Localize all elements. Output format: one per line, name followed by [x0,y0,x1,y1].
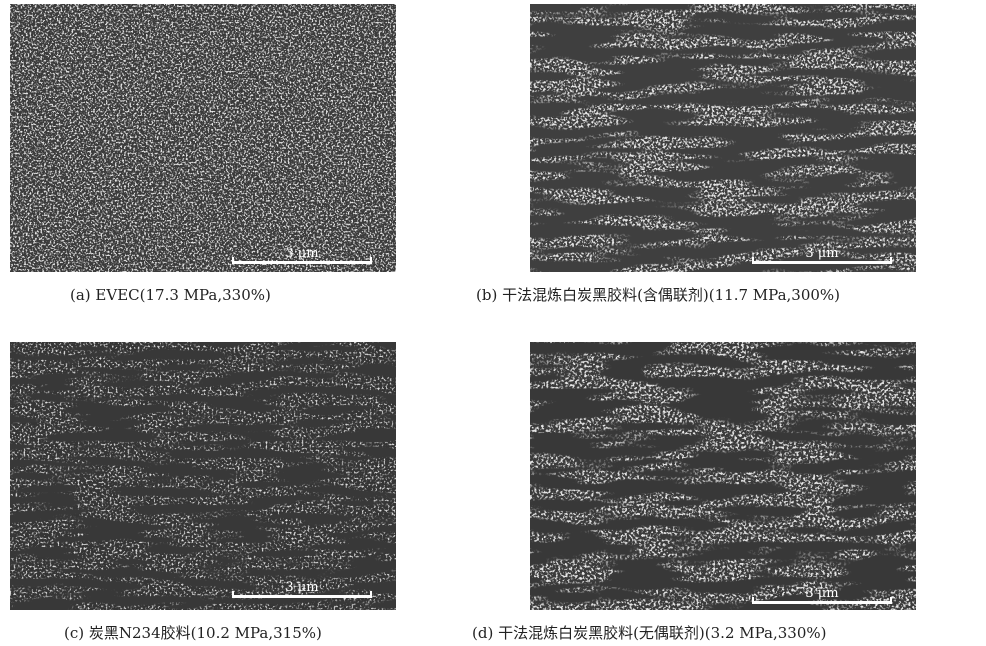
scale-tick-right [370,257,372,264]
scale-bar-line [232,261,372,264]
scale-label-c: 3 μm [285,580,319,595]
scale-tick-left [752,597,754,604]
scale-bar-line [232,595,372,598]
sem-texture-a [10,4,396,272]
scale-label-a: 3 μm [285,246,319,261]
caption-b: (b) 干法混炼白炭黑胶料(含偶联剂)(11.7 MPa,300%) [476,286,841,304]
scale-tick-right [370,591,372,598]
scale-bar-line [752,601,892,604]
micrograph-c: 3 μm [10,342,396,610]
caption-a: (a) EVEC(17.3 MPa,330%) [70,286,271,304]
scale-tick-right [890,597,892,604]
caption-c: (c) 炭黑N234胶料(10.2 MPa,315%) [64,624,322,642]
scale-bar-b: 3 μm [752,246,892,264]
sem-texture-c [10,342,396,610]
scale-tick-left [232,257,234,264]
scale-tick-right [890,257,892,264]
scale-bar-line [752,261,892,264]
scale-tick-left [232,591,234,598]
sem-texture-b [530,4,916,272]
micrograph-d: 3 μm [530,342,916,610]
sem-texture-d [530,342,916,610]
scale-label-d: 3 μm [805,586,839,601]
scale-bar-a: 3 μm [232,246,372,264]
caption-d: (d) 干法混炼白炭黑胶料(无偶联剂)(3.2 MPa,330%) [472,624,827,642]
scale-tick-left [752,257,754,264]
scale-label-b: 3 μm [805,246,839,261]
micrograph-a: 3 μm [10,4,396,272]
scale-bar-d: 3 μm [752,586,892,604]
scale-bar-c: 3 μm [232,580,372,598]
micrograph-b: 3 μm [530,4,916,272]
